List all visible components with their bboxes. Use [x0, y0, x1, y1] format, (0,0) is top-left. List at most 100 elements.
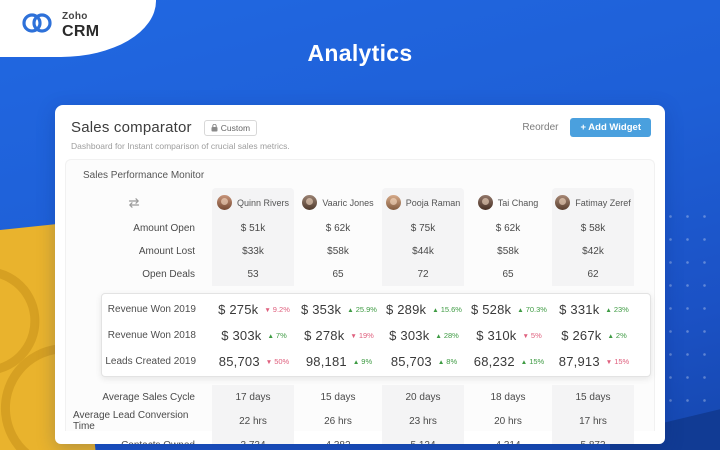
metric-value-cell: 20 days	[382, 385, 464, 409]
metric-value: $ 289k	[386, 301, 427, 317]
metric-value-cell: $33k	[212, 240, 294, 263]
person-name: Fatimay Zeref	[575, 197, 631, 208]
metric-value-cell: $ 62k	[325, 223, 351, 234]
metric-value: $ 278k	[304, 327, 345, 343]
refresh-icon[interactable]	[127, 197, 141, 209]
person-avatar	[302, 195, 318, 210]
metric-row: Average Lead Conversion Time 22 hrs 26 hrs…	[73, 409, 647, 433]
reorder-link[interactable]: Reorder	[522, 122, 559, 133]
metric-value-cell: 68,232 15%	[468, 348, 550, 374]
metric-label: Revenue Won 2019	[107, 303, 196, 315]
metric-value-cell: 5,873	[552, 433, 634, 444]
metric-label: Contacts Owned	[73, 433, 209, 445]
trend-up-indicator: 23%	[605, 304, 629, 314]
custom-badge-label: Custom	[220, 122, 251, 133]
metric-value-cell: 23 hrs	[382, 409, 464, 433]
arrow-up-icon	[267, 333, 273, 340]
metric-value-cell: $ 75k	[382, 217, 464, 240]
dashboard-header: Sales comparator Custom Reorder + Add Wi…	[55, 105, 665, 151]
basic-metric-rows: Amount Open $ 51k $ 62k $ 75k $ 62k $ 58k Amou…	[73, 217, 647, 286]
person-header: Quinn Rivers	[212, 188, 294, 217]
trend-down-indicator: 15%	[606, 357, 629, 366]
metric-value-cell: $ 303k 28%	[383, 322, 465, 348]
arrow-down-icon	[350, 333, 356, 340]
widget-title: Sales Performance Monitor	[83, 170, 205, 181]
metric-row: Contacts Owned3,7344,3825,1244,3145,873	[73, 433, 647, 444]
metric-value-cell: $42k	[552, 240, 634, 263]
trend-percent: 70.3%	[525, 304, 547, 314]
custom-badge[interactable]: Custom	[203, 119, 258, 136]
trend-percent: 7%	[275, 330, 287, 340]
lock-icon	[211, 123, 218, 131]
metric-value-cell: 85,703 50%	[213, 348, 295, 374]
arrow-up-icon	[432, 307, 438, 314]
trend-up-indicator: 7%	[267, 330, 287, 340]
metric-label: Leads Created 2019	[105, 355, 196, 367]
arrow-up-icon	[347, 307, 353, 314]
trend-up-indicator: 28%	[435, 331, 459, 340]
metric-value: $ 303k	[221, 327, 262, 343]
metric-value-cell: $ 267k 2%	[553, 322, 635, 348]
crm-wordmark: CRM	[62, 22, 100, 40]
trend-up-indicator: 25.9%	[347, 305, 377, 314]
trend-up-indicator: 15%	[521, 357, 544, 366]
trend-percent: 5%	[530, 330, 542, 340]
trend-percent: 9%	[361, 356, 373, 366]
metric-value-cell: 17 days	[212, 385, 294, 409]
metric-label: Open Deals	[142, 269, 195, 280]
person-name: Quinn Rivers	[236, 197, 290, 208]
metric-label: Amount Lost	[138, 246, 195, 257]
metric-value-cell: $ 528k 70.3%	[468, 296, 550, 322]
person-header: Tai Chang	[467, 188, 549, 217]
metric-row: Average Sales Cycle 17 days 15 days 20 days…	[73, 385, 647, 409]
metric-value-cell: $ 62k	[495, 223, 521, 234]
metric-value: $ 303k	[389, 327, 430, 343]
metric-value-cell: 18 days	[490, 391, 526, 403]
metric-value: 85,703	[390, 353, 432, 369]
trend-up-indicator: 2%	[607, 331, 627, 340]
trend-percent: 23%	[613, 304, 629, 314]
zoho-wordmark: Zoho	[62, 10, 88, 22]
metric-row: Open Deals 53 65 72 65 62	[73, 263, 647, 286]
trend-up-indicator: 70.3%	[517, 305, 547, 314]
person-avatar	[385, 195, 401, 210]
metric-label: Average Sales Cycle	[102, 391, 195, 403]
confetti-dots-decoration	[662, 205, 720, 420]
metric-value-cell: 53	[212, 263, 294, 286]
person-avatar	[555, 195, 571, 210]
metric-value-cell: $ 275k 9.2%	[213, 296, 295, 322]
trend-percent: 50%	[274, 356, 290, 366]
add-widget-button[interactable]: + Add Widget	[570, 118, 651, 137]
arrow-up-icon	[435, 333, 441, 340]
metric-value: 85,703	[218, 353, 260, 369]
person-header: Fatimay Zeref	[552, 188, 634, 217]
metric-value-cell: $58k	[327, 246, 349, 257]
metric-value: $ 310k	[476, 327, 517, 343]
metric-value-cell: 15 days	[320, 391, 356, 403]
trend-down-indicator: 19%	[350, 331, 374, 340]
person-avatar	[216, 195, 232, 210]
metric-value-cell: $ 289k 15.6%	[383, 296, 465, 322]
metric-value-cell: 87,913 15%	[553, 348, 635, 374]
metric-value-cell: $ 353k 25.9%	[298, 296, 380, 322]
dashboard-title: Sales comparator	[71, 119, 192, 136]
trend-down-indicator: 5%	[522, 330, 542, 340]
metric-value-cell: 26 hrs	[324, 415, 352, 427]
arrow-up-icon	[607, 333, 613, 340]
person-name: Pooja Raman	[405, 197, 461, 208]
page-title: Analytics	[307, 40, 413, 66]
metric-label: Average Lead Conversion Time	[73, 410, 189, 432]
metric-value: 87,913	[558, 353, 600, 369]
metric-value: 98,181	[305, 353, 347, 369]
person-header: Vaaric Jones	[297, 188, 379, 217]
metric-value-cell: $ 331k 23%	[553, 296, 635, 322]
metric-value-cell: 17 hrs	[552, 409, 634, 433]
zoho-rings-icon	[20, 11, 54, 40]
metric-value-cell: $ 51k	[212, 217, 294, 240]
trend-up-indicator: 9%	[353, 357, 372, 366]
person-name: Tai Chang	[497, 197, 539, 208]
metric-value: $ 528k	[471, 301, 512, 317]
metric-label: Amount Open	[133, 223, 195, 234]
arrow-up-icon	[605, 307, 611, 314]
metric-value-cell: 3,734	[212, 433, 294, 444]
